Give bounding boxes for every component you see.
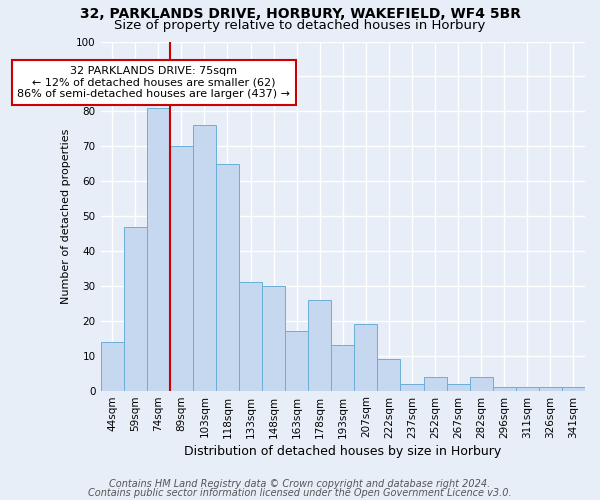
Bar — [308, 300, 331, 390]
Bar — [170, 146, 193, 390]
Bar — [355, 324, 377, 390]
X-axis label: Distribution of detached houses by size in Horbury: Distribution of detached houses by size … — [184, 444, 502, 458]
Text: Size of property relative to detached houses in Horbury: Size of property relative to detached ho… — [115, 19, 485, 32]
Text: Contains HM Land Registry data © Crown copyright and database right 2024.: Contains HM Land Registry data © Crown c… — [109, 479, 491, 489]
Bar — [470, 376, 493, 390]
Bar — [493, 387, 516, 390]
Bar — [262, 286, 285, 391]
Text: 32, PARKLANDS DRIVE, HORBURY, WAKEFIELD, WF4 5BR: 32, PARKLANDS DRIVE, HORBURY, WAKEFIELD,… — [79, 8, 521, 22]
Bar — [424, 376, 446, 390]
Bar — [124, 226, 147, 390]
Bar — [239, 282, 262, 391]
Bar — [216, 164, 239, 390]
Text: Contains public sector information licensed under the Open Government Licence v3: Contains public sector information licen… — [88, 488, 512, 498]
Bar — [377, 359, 400, 390]
Bar — [539, 387, 562, 390]
Bar — [446, 384, 470, 390]
Bar — [516, 387, 539, 390]
Bar — [562, 387, 585, 390]
Bar — [147, 108, 170, 391]
Y-axis label: Number of detached properties: Number of detached properties — [61, 128, 71, 304]
Bar — [400, 384, 424, 390]
Bar — [331, 345, 355, 391]
Bar — [193, 126, 216, 390]
Text: 32 PARKLANDS DRIVE: 75sqm
← 12% of detached houses are smaller (62)
86% of semi-: 32 PARKLANDS DRIVE: 75sqm ← 12% of detac… — [17, 66, 290, 99]
Bar — [101, 342, 124, 390]
Bar — [285, 331, 308, 390]
